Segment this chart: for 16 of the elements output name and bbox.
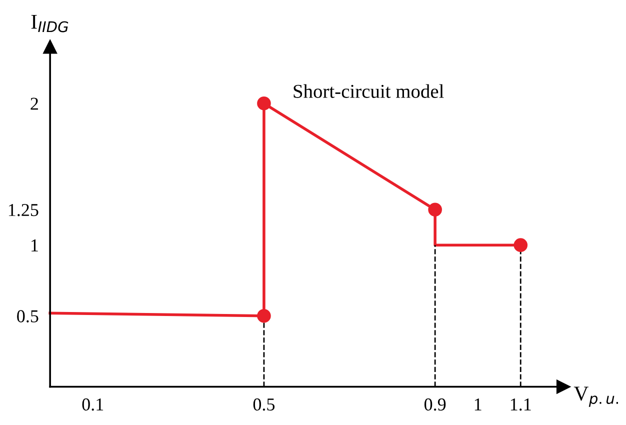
- x-tick-label: 1.1: [510, 398, 531, 411]
- y-tick-label: 1.25: [8, 204, 38, 216]
- text: Short-circuit model: [294, 84, 444, 98]
- point: [428, 202, 442, 217]
- x-tick-label: 0.9: [424, 398, 446, 411]
- point: [257, 309, 271, 323]
- x-tick-label: 0.5: [253, 398, 275, 411]
- point: [514, 238, 528, 252]
- y-tick-label: 0.5: [17, 310, 38, 322]
- x-tick-label: 0.1: [82, 398, 104, 411]
- point: [257, 96, 271, 110]
- y-tick-label: 2: [30, 98, 38, 110]
- y-axis-title: I$_{IIDG}$: [31, 14, 68, 32]
- x-tick-label: 1: [474, 398, 482, 410]
- y-tick-label: 1: [32, 239, 38, 252]
- x-axis-title: V$_{p.u.}$: [574, 386, 618, 407]
